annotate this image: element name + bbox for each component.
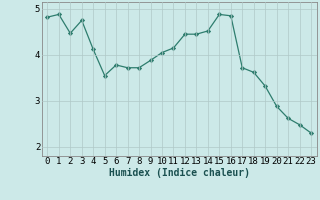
X-axis label: Humidex (Indice chaleur): Humidex (Indice chaleur)	[109, 168, 250, 178]
